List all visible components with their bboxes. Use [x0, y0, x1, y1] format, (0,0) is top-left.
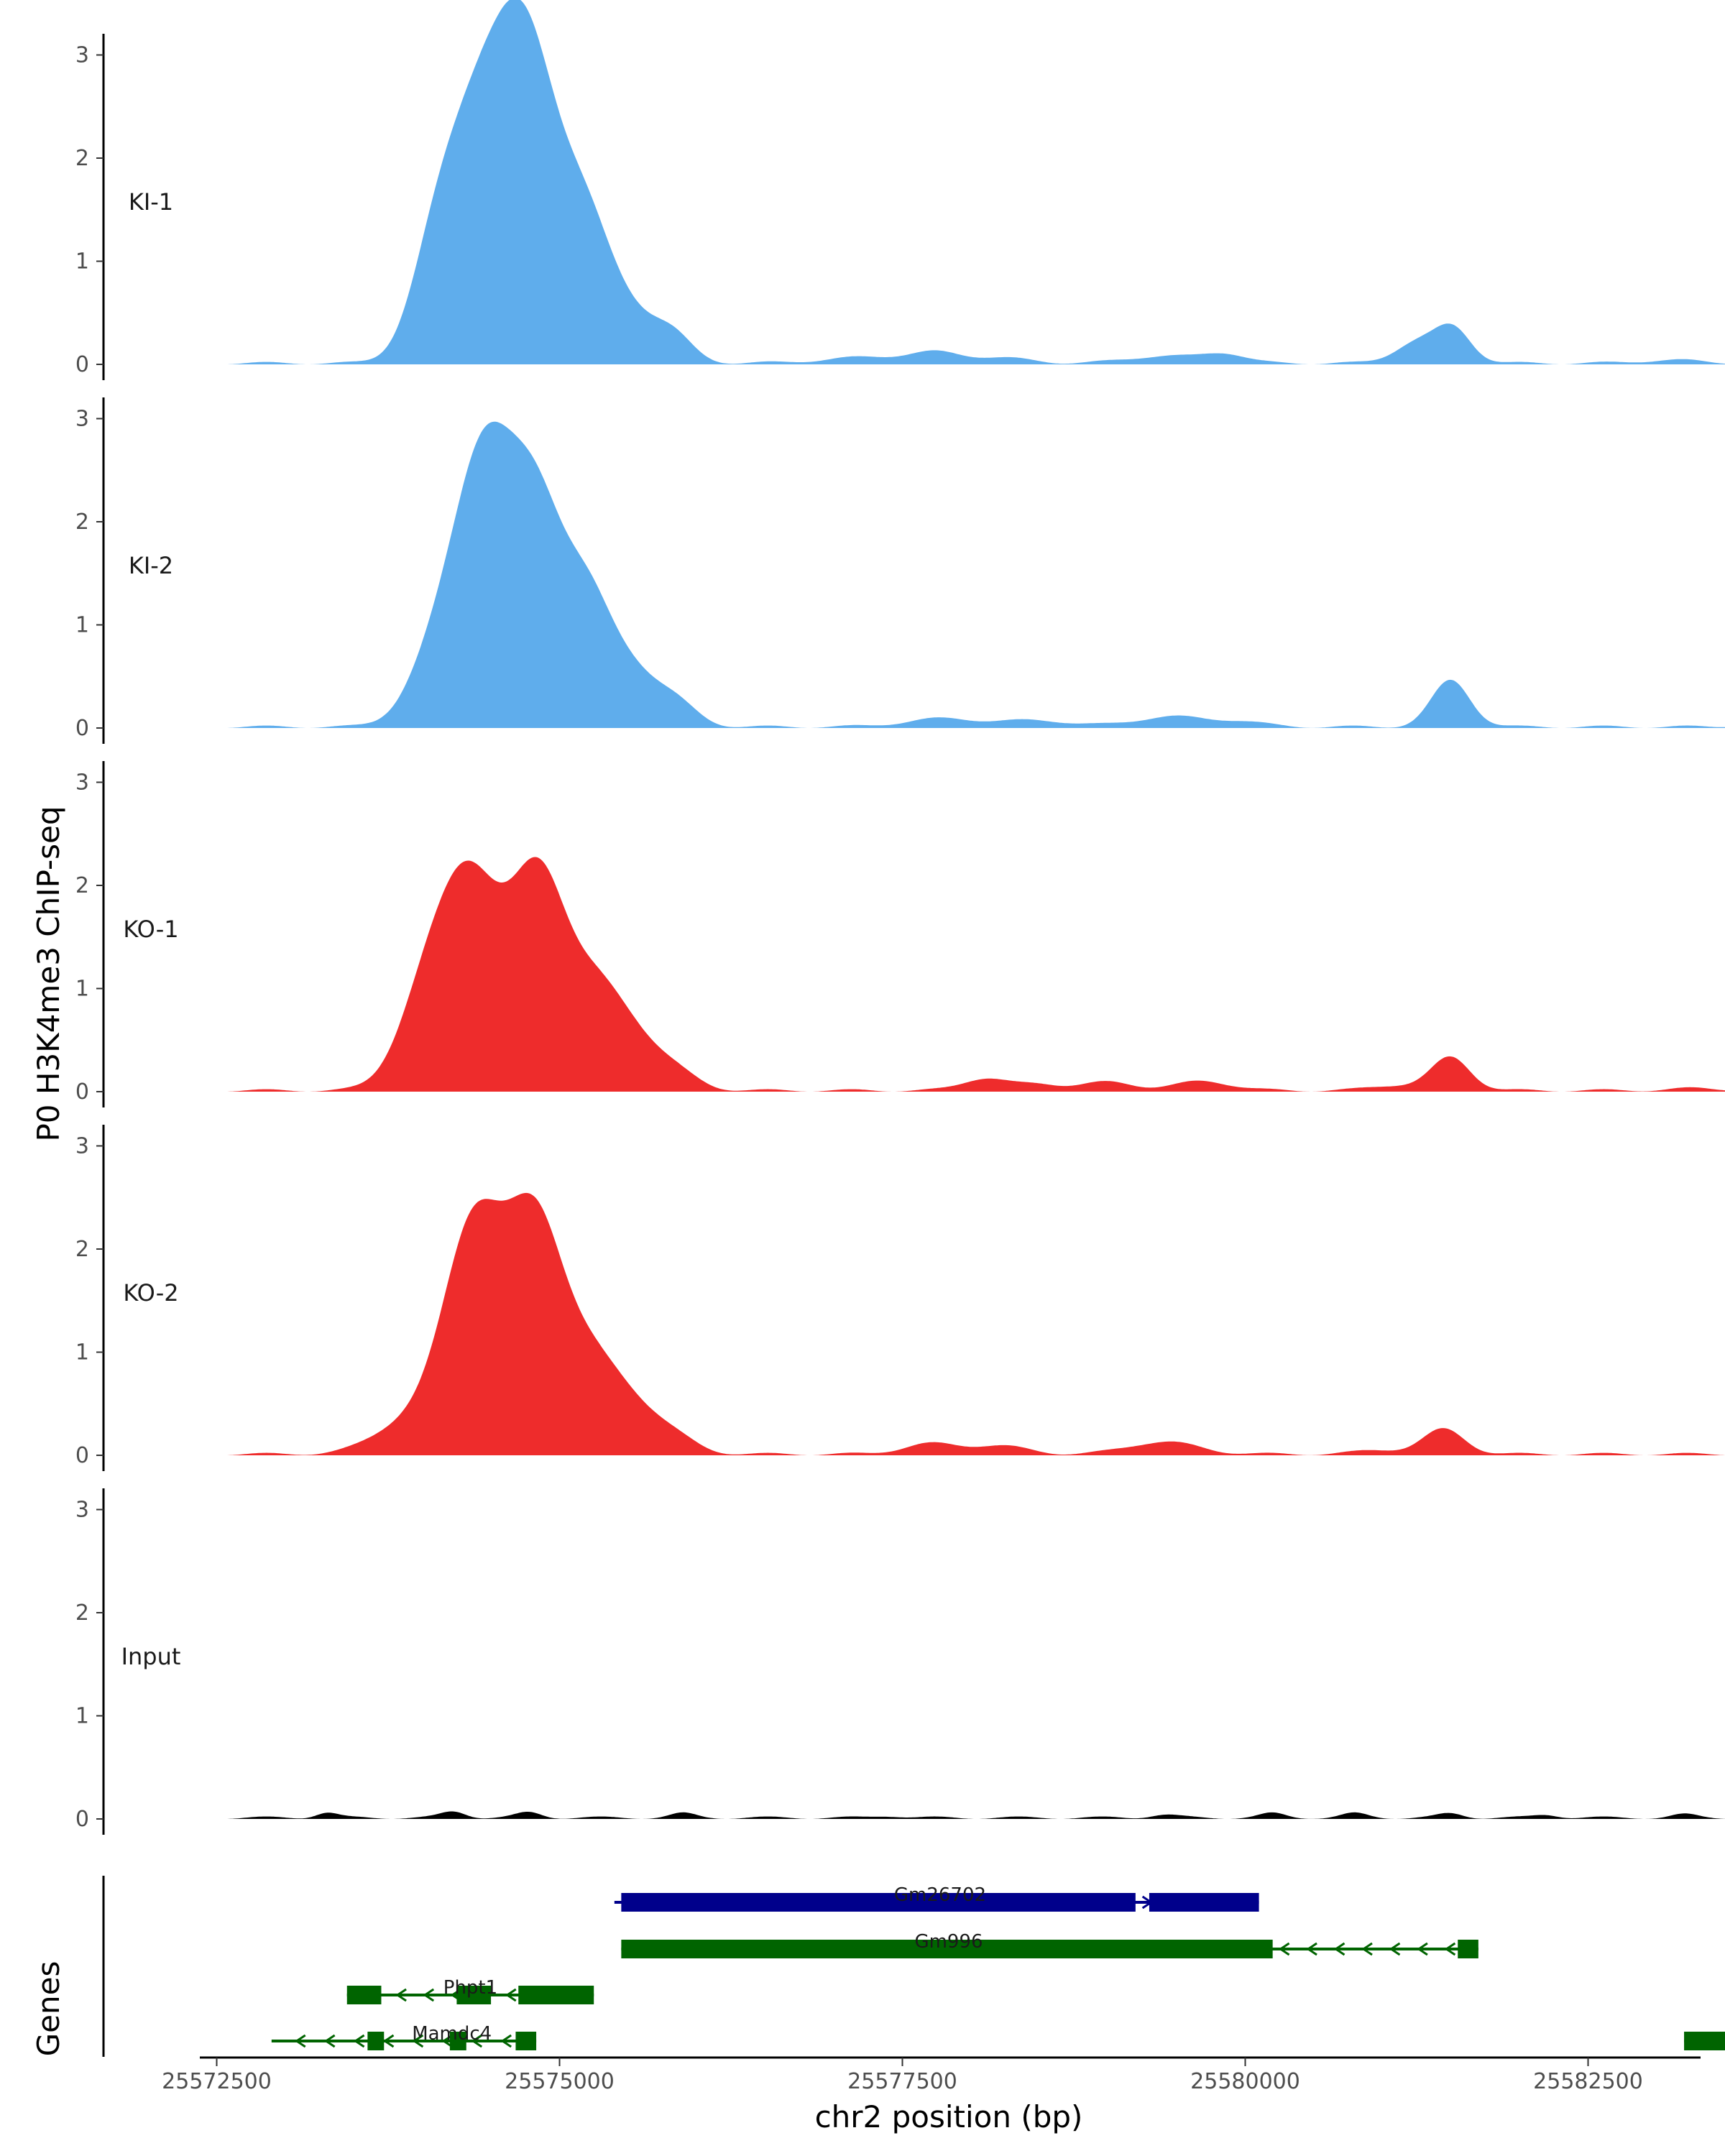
y-tick-label: 1: [75, 1340, 89, 1365]
signal-area: [224, 1192, 1725, 1455]
gene-exon: [518, 1986, 594, 2004]
y-tick-label: 0: [75, 1079, 89, 1105]
y-tick-label: 3: [75, 770, 89, 796]
strand-arrow: [353, 2034, 365, 2048]
gene-exon: [1684, 2032, 1725, 2050]
gene-exon: [449, 2032, 466, 2050]
track-ki-2: 0 1 2 3 KI-2: [75, 397, 1725, 744]
gene-exon: [621, 1940, 1273, 1958]
x-axis: 25572500 25575000 25577500 25580000 25582500: [162, 2056, 1701, 2094]
y-tick-label: 2: [75, 1600, 89, 1626]
signal-tracks: 0 1 2 3 KI-1 0 1 2 3 KI-2 0 1 2 3 KO-1 0 1 2 3 KO-2 0 1 2 3 Inpu…: [75, 0, 1725, 1835]
strand-arrow: [395, 1988, 407, 2002]
x-tick-label: 25572500: [162, 2069, 272, 2094]
gene-exon: [456, 1986, 492, 2004]
strand-arrow: [500, 2034, 512, 2048]
track-label: KO-2: [123, 1279, 178, 1307]
gene-label: Gm996: [914, 1931, 983, 1953]
strand-arrow: [505, 1988, 517, 2002]
strand-arrow: [382, 2034, 395, 2048]
y-tick-label: 2: [75, 510, 89, 535]
genes-axis-title: Genes: [31, 1961, 66, 2057]
y-tick-label: 1: [75, 1704, 89, 1729]
gene-annotation-track: Gm26702 Gm996 Phpt1 Mamdc4 Rabl6: [102, 1876, 1725, 2057]
y-tick-label: 3: [75, 407, 89, 432]
y-tick-label: 1: [75, 977, 89, 1002]
strand-arrow: [1389, 1942, 1401, 1956]
gene-label: Gm26702: [894, 1884, 986, 1906]
y-tick-label: 2: [75, 1237, 89, 1262]
gene-gm26702: Gm26702: [614, 1884, 1259, 1912]
track-label: KI-2: [129, 552, 173, 579]
track-input: 0 1 2 3 Input: [75, 1488, 1725, 1835]
strand-arrow: [1361, 1942, 1373, 1956]
y-tick-label: 0: [75, 352, 89, 377]
signal-area: [224, 857, 1725, 1092]
y-tick-label: 1: [75, 249, 89, 275]
gene-exon: [1149, 1893, 1259, 1912]
gene-label: Mamdc4: [412, 2023, 492, 2045]
strand-arrow: [1417, 1942, 1428, 1956]
track-label: KO-1: [123, 916, 178, 943]
track-label: Input: [121, 1643, 181, 1670]
gene-exon: [346, 1986, 382, 2004]
y-tick-label: 2: [75, 873, 89, 898]
track-label: KI-1: [129, 188, 173, 216]
gene-mamdc4: Mamdc4: [271, 2023, 537, 2050]
x-tick-label: 25582500: [1533, 2069, 1643, 2094]
y-tick-label: 0: [75, 716, 89, 741]
strand-arrow: [412, 2034, 424, 2048]
y-tick-label: 1: [75, 613, 89, 638]
strand-arrow: [423, 1988, 435, 2002]
gene-rabl6: Rabl6: [1684, 2032, 1725, 2050]
signal-area: [224, 421, 1725, 728]
x-tick-label: 25575000: [505, 2069, 615, 2094]
track-ki-1: 0 1 2 3 KI-1: [75, 0, 1725, 380]
strand-arrow: [323, 2034, 336, 2048]
y-tick-label: 3: [75, 43, 89, 68]
y-axis-title: P0 H3K4me3 ChIP-seq: [31, 806, 66, 1141]
strand-arrow: [1444, 1942, 1456, 1956]
x-axis-title: chr2 position (bp): [815, 2099, 1083, 2134]
gene-label: Phpt1: [443, 1977, 497, 1999]
y-tick-label: 0: [75, 1443, 89, 1468]
strand-arrow: [441, 2034, 454, 2048]
gene-exon: [1458, 1940, 1478, 1958]
track-ko-2: 0 1 2 3 KO-2: [75, 1125, 1725, 1471]
gene-phpt1: Phpt1: [346, 1977, 594, 2004]
signal-area: [224, 0, 1725, 364]
signal-area: [224, 1811, 1725, 1819]
strand-arrow: [1278, 1942, 1290, 1956]
x-tick-label: 25577500: [847, 2069, 957, 2094]
y-tick-label: 3: [75, 1134, 89, 1159]
strand-arrow: [295, 2034, 306, 2048]
track-ko-1: 0 1 2 3 KO-1: [75, 761, 1725, 1107]
y-tick-label: 3: [75, 1498, 89, 1523]
gene-gm996: Gm996: [621, 1931, 1478, 1958]
gene-exon: [621, 1893, 1136, 1912]
y-tick-label: 0: [75, 1807, 89, 1832]
y-tick-label: 2: [75, 146, 89, 171]
strand-arrow: [1333, 1942, 1346, 1956]
gene-exon: [515, 2032, 537, 2050]
strand-arrow: [471, 2034, 483, 2048]
strand-arrow: [1306, 1942, 1317, 1956]
gene-exon: [367, 2032, 385, 2050]
x-tick-label: 25580000: [1190, 2069, 1300, 2094]
